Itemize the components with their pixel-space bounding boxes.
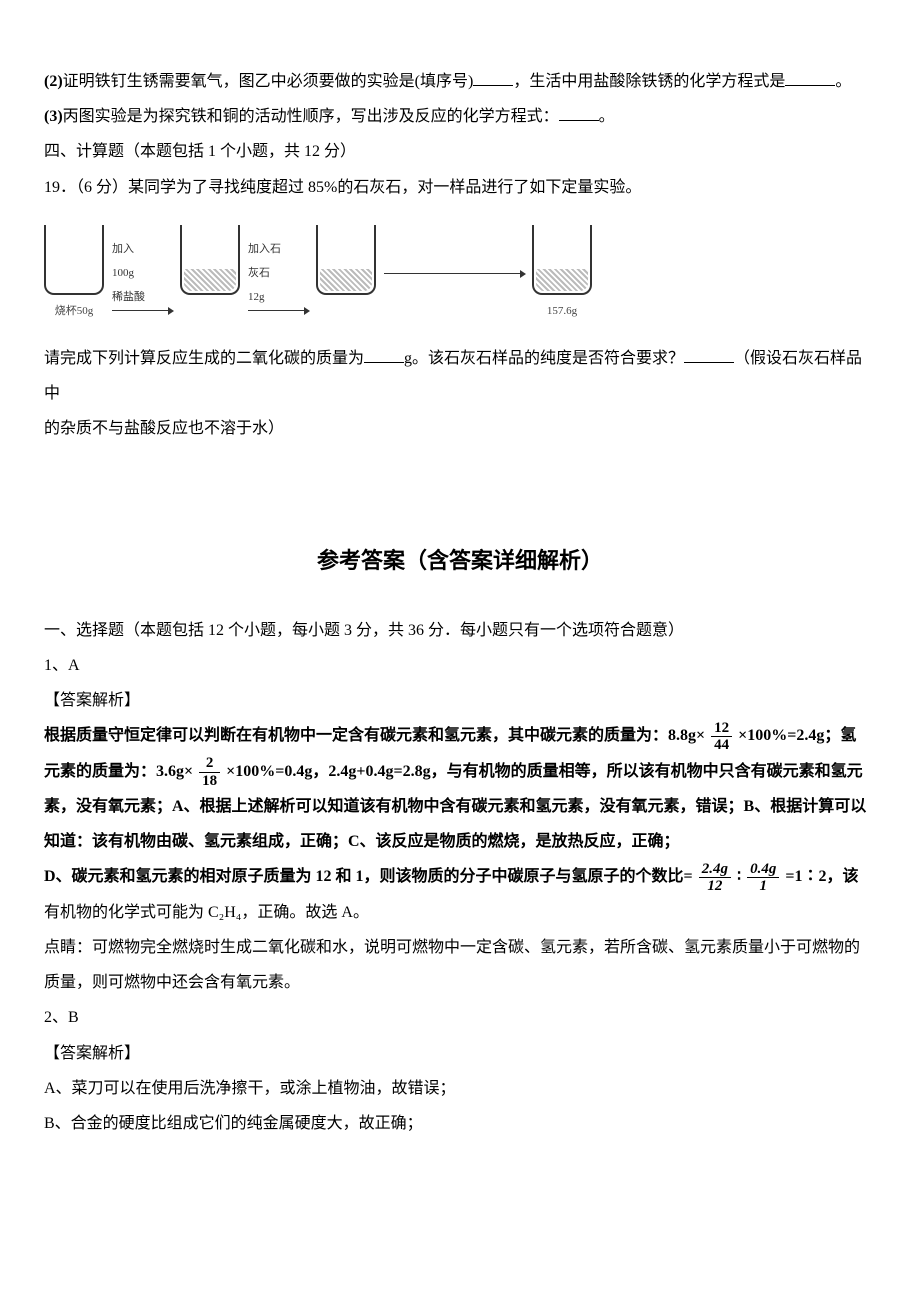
answers-title: 参考答案（含答案详细解析） — [44, 537, 876, 585]
a1-note1: 点睛：可燃物完全燃烧时生成二氧化碳和水，说明可燃物中一定含碳、氢元素，若所含碳、… — [44, 930, 876, 965]
a1-line5-b: =1∶2，该 — [785, 868, 858, 885]
fraction-2: 218 — [199, 755, 220, 789]
arrow-2-bot: 12g — [248, 285, 265, 309]
arrow-2-mid: 灰石 — [248, 261, 270, 285]
beaker-3 — [316, 225, 376, 295]
a1-line2-b: ×100%=0.4g，2.4g+0.4g=2.8g，与有机物的质量相等，所以该有… — [226, 763, 862, 780]
arrow-2-top: 加入石 — [248, 237, 281, 261]
q19-follow-b: g。该石灰石样品的纯度是否符合要求？ — [404, 350, 684, 367]
q3-prefix: (3) — [44, 108, 63, 125]
a1-note2: 质量，则可燃物中还会含有氧元素。 — [44, 965, 876, 1000]
q2-period: 。 — [835, 73, 851, 90]
q19-blank2 — [684, 347, 734, 363]
answer-analysis-label-1: 【答案解析】 — [44, 683, 876, 718]
answer-2-label: 2、B — [44, 1000, 876, 1035]
fraction-1: 1244 — [711, 720, 732, 754]
beaker-4 — [532, 225, 592, 295]
answer-1-label: 1、A — [44, 648, 876, 683]
fraction-3: 2.4g12 — [699, 861, 731, 895]
a1-line2-a: 元素的质量为：3.6g× — [44, 763, 193, 780]
q19-follow-a: 请完成下列计算反应生成的二氧化碳的质量为 — [44, 350, 364, 367]
a1-line5-a: D、碳元素和氢元素的相对原子质量为 12 和 1，则该物质的分子中碳原子与氢原子… — [44, 868, 693, 885]
beaker-1-label: 烧杯50g — [55, 299, 94, 323]
q19-line: 19．（6 分）某同学为了寻找纯度超过 85%的石灰石，对一样品进行了如下定量实… — [44, 170, 876, 205]
a1-line1-a: 根据质量守恒定律可以判断在有机物中一定含有碳元素和氢元素，其中碳元素的质量为：8… — [44, 727, 705, 744]
q19-blank1 — [364, 347, 404, 363]
a1-line6: 有机物的化学式可能为 C₂H₄，正确。故选 A。 — [44, 895, 876, 930]
beaker-2 — [180, 225, 240, 295]
a1-line1-b: ×100%=2.4g；氢 — [738, 727, 856, 744]
arrow-1-top: 加入 — [112, 237, 134, 261]
beaker-4-label: 157.6g — [547, 299, 577, 323]
q2-tail: ，生活中用盐酸除铁锈的化学方程式是 — [513, 73, 785, 90]
a1-line3: 素，没有氧元素；A、根据上述解析可以知道该有机物中含有碳元素和氢元素，没有氧元素… — [44, 789, 876, 824]
a2-line-b: B、合金的硬度比组成它们的纯金属硬度大，故正确； — [44, 1106, 876, 1141]
q2-prefix: (2) — [44, 73, 63, 90]
section-1-title: 一、选择题（本题包括 12 个小题，每小题 3 分，共 36 分．每小题只有一个… — [44, 613, 876, 648]
beaker-1 — [44, 225, 104, 295]
q2-blank2 — [785, 70, 835, 86]
arrow-1: 加入 100g 稀盐酸 — [112, 237, 172, 311]
arrow-1-mid: 100g — [112, 261, 134, 285]
fraction-4: 0.4g1 — [747, 861, 779, 895]
experiment-diagram: 烧杯50g 加入 100g 稀盐酸 加入石 灰石 12g 157.6g — [44, 225, 876, 323]
q3-text: 丙图实验是为探究铁和铜的活动性顺序，写出涉及反应的化学方程式： — [63, 108, 559, 125]
q19-follow-line2: 的杂质不与盐酸反应也不溶于水） — [44, 411, 876, 446]
a2-line-a: A、菜刀可以在使用后洗净擦干，或涂上植物油，故错误； — [44, 1071, 876, 1106]
colon-1: ∶ — [737, 868, 741, 885]
arrow-3 — [384, 273, 524, 274]
section-4-title: 四、计算题（本题包括 1 个小题，共 12 分） — [44, 134, 876, 169]
q2-blank1 — [473, 70, 513, 86]
answer-analysis-label-2: 【答案解析】 — [44, 1036, 876, 1071]
arrow-2: 加入石 灰石 12g — [248, 237, 308, 311]
q2-text: 证明铁钉生锈需要氧气，图乙中必须要做的实验是(填序号) — [63, 73, 474, 90]
arrow-1-bot: 稀盐酸 — [112, 285, 145, 309]
q3-blank — [559, 105, 599, 121]
q3-period: 。 — [599, 108, 615, 125]
a1-line4: 知道：该有机物由碳、氢元素组成，正确；C、该反应是物质的燃烧，是放热反应，正确； — [44, 824, 876, 859]
